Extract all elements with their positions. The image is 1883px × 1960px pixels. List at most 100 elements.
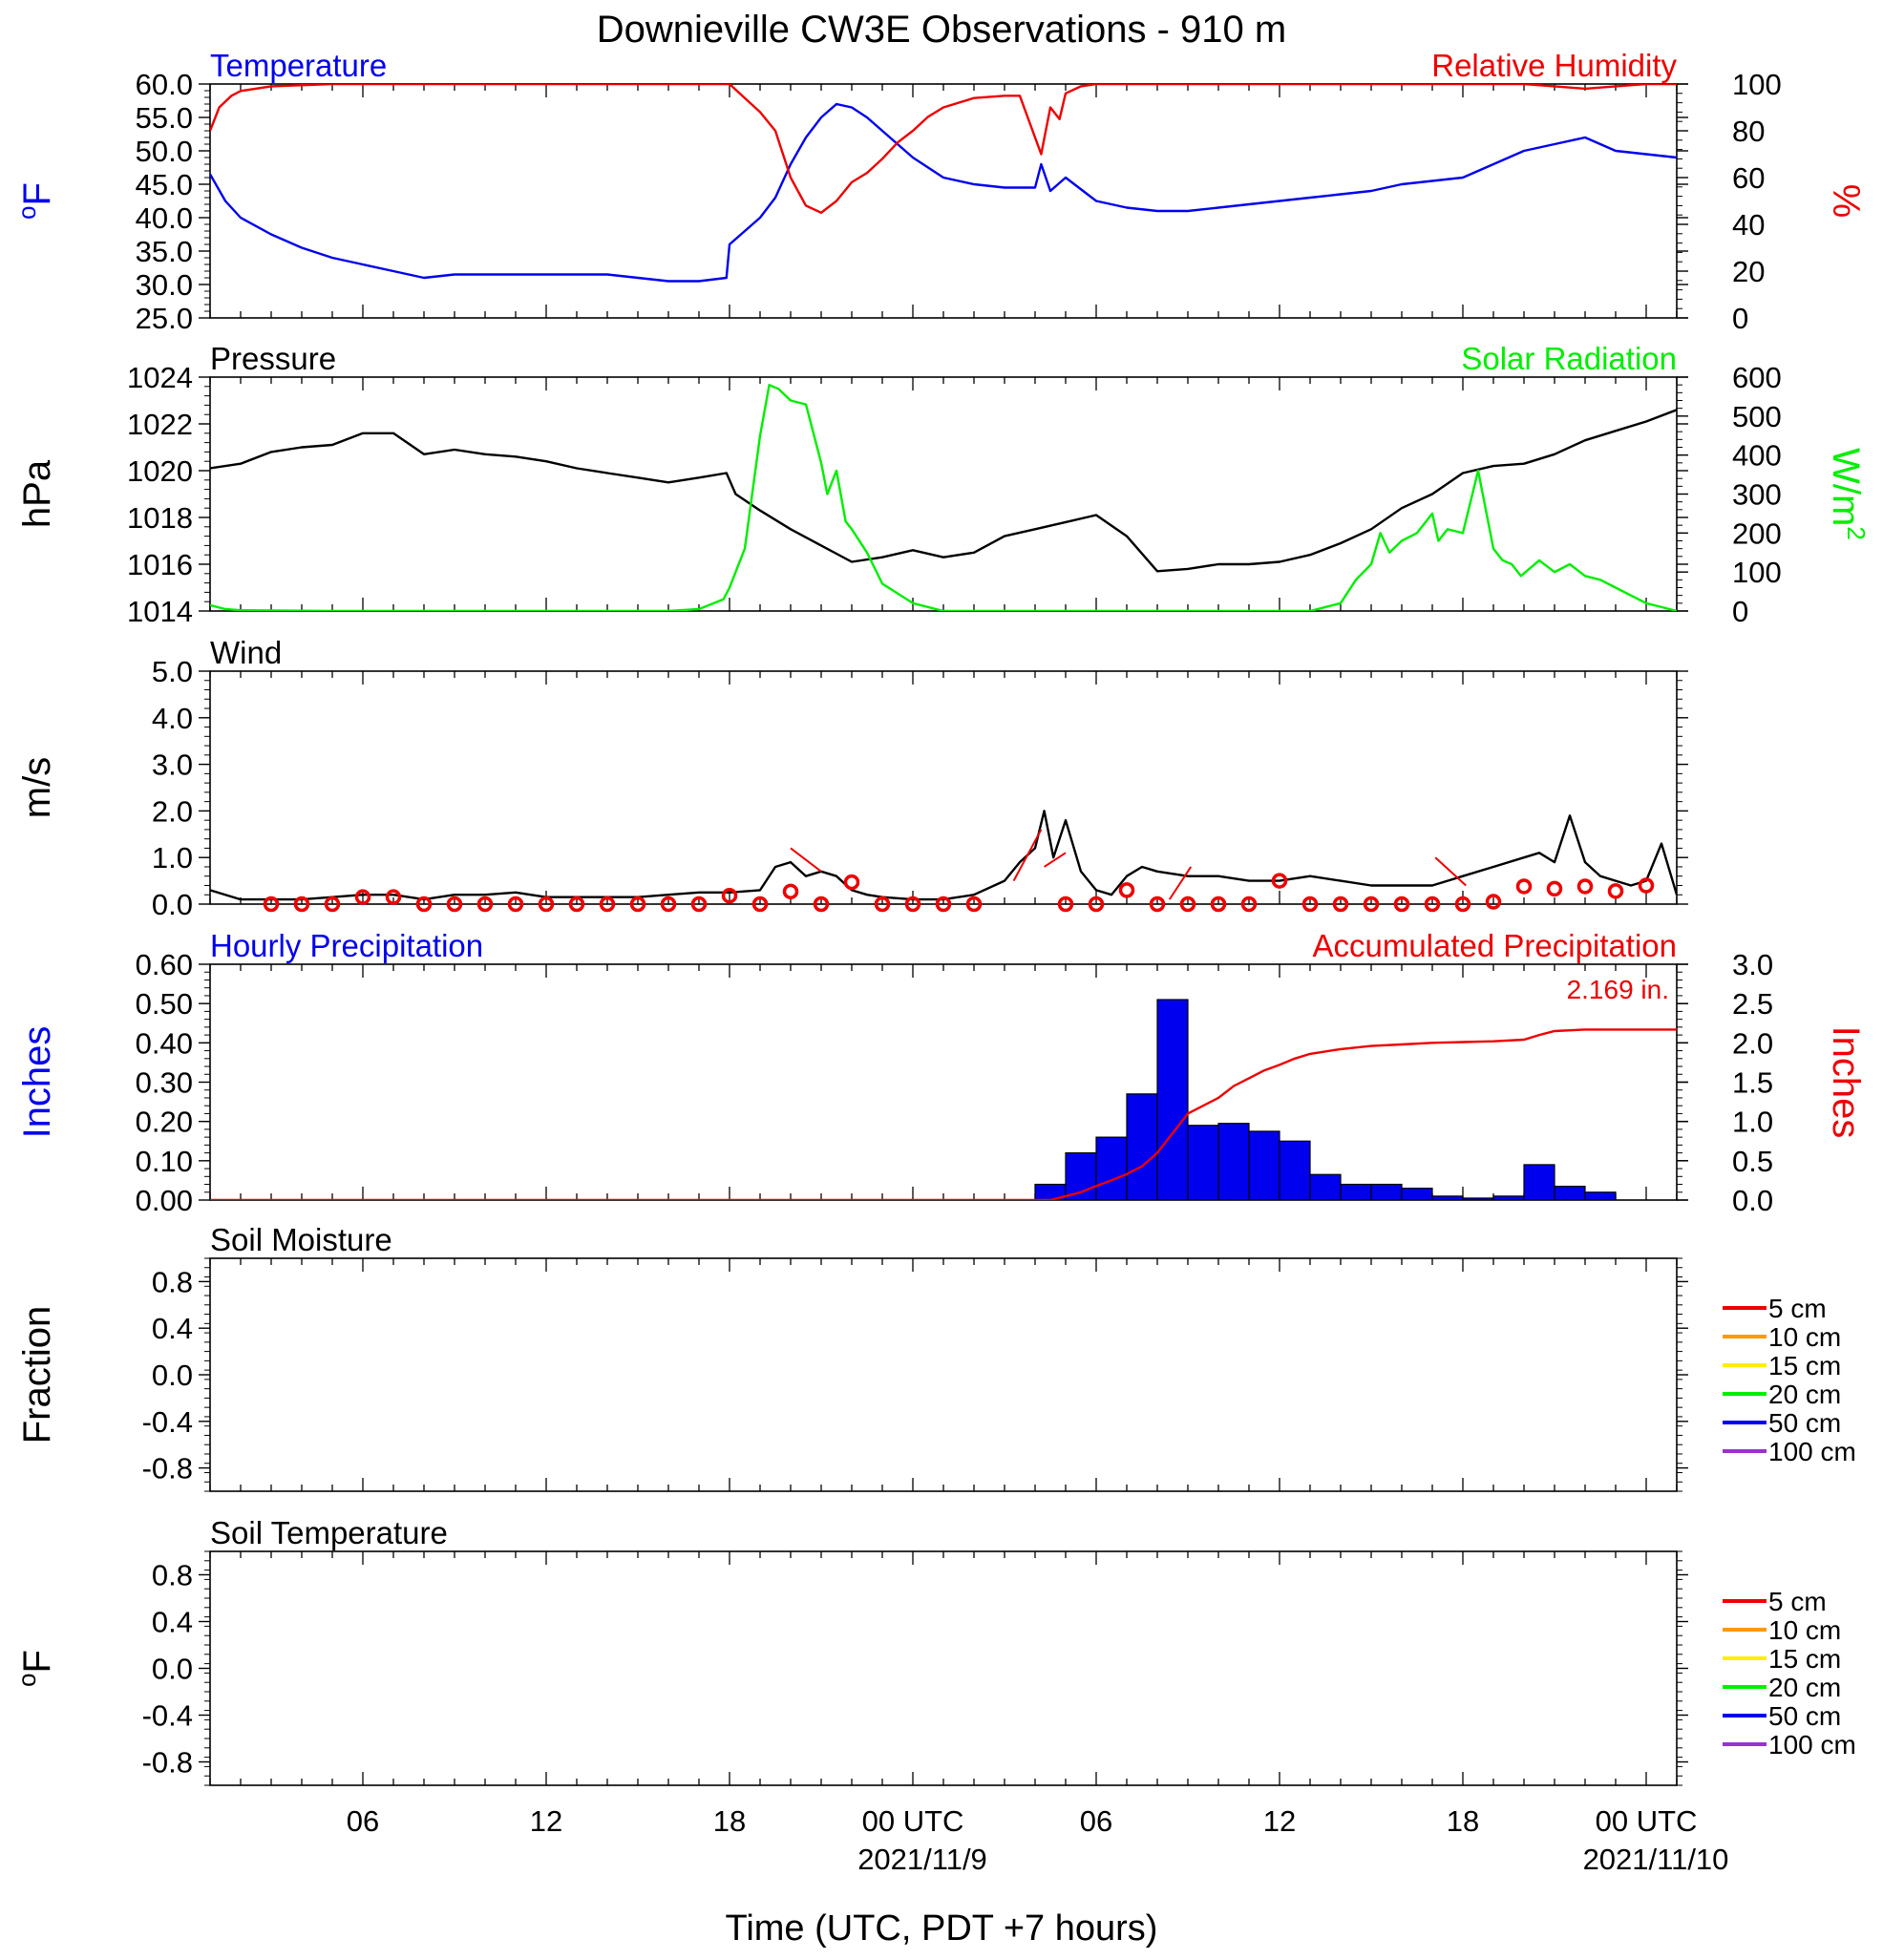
hourly-wind-marker (1485, 894, 1502, 910)
figure-title: Downieville CW3E Observations - 910 m (597, 9, 1286, 51)
y-tick-label-left: 0.30 (136, 1066, 193, 1100)
x-tick-label: 00 UTC (1596, 1804, 1698, 1838)
precip-bar (1217, 1123, 1250, 1200)
y-tick-label-left: 1016 (127, 548, 193, 581)
precip-bar (1309, 1173, 1342, 1200)
hourly-wind-marker (813, 896, 830, 913)
x-tick-label: 18 (1447, 1804, 1479, 1838)
hourly-wind-marker (476, 896, 494, 913)
y-tick-label-right: 100 (1732, 68, 1782, 101)
hourly-wind-marker (1179, 896, 1196, 913)
legend-label: 15 cm (1768, 1644, 1841, 1674)
y-tick-label-left: 0.40 (136, 1026, 193, 1060)
precip-bar (1492, 1195, 1525, 1200)
y-tick-label-left: 35.0 (136, 235, 193, 268)
y-tick-label-right: 2.5 (1732, 987, 1773, 1021)
y-tick-label-left: 1018 (127, 501, 193, 535)
x-tick-date-label: 2021/11/10 (1583, 1843, 1729, 1876)
y-axis-label-left: hPa (16, 459, 58, 528)
precip-bar (1248, 1130, 1280, 1200)
hourly-wind-marker (538, 896, 555, 913)
panel-data (210, 84, 1677, 283)
x-axis-tick-labels: 06 12 18 00 UTC 2021/11/9 06 12 18 00 UTC 2021/11… (347, 1804, 1729, 1876)
legend-label: 20 cm (1768, 1380, 1841, 1409)
y-tick-label-left: 50.0 (136, 135, 193, 168)
hourly-wind-marker (1118, 882, 1135, 898)
hourly-wind-marker (1638, 877, 1655, 894)
y-axis-label-left: Fraction (16, 1306, 58, 1444)
hourly-wind-marker (721, 887, 738, 904)
y-tick-label-right: 1.5 (1732, 1066, 1773, 1100)
hourly-wind-marker (1149, 896, 1166, 913)
y-tick-label-right: 0 (1732, 302, 1748, 335)
panel-pressure-solar: 1024 1022 1020 1018 1016 1014 600 500 400 300 200 1… (16, 341, 1871, 628)
y-tick-label-left: 3.0 (152, 748, 193, 782)
hourly-wind-marker (446, 896, 463, 913)
hourly-wind-marker (1393, 896, 1410, 913)
hourly-wind-marker (1210, 896, 1227, 913)
hourly-wind-marker (965, 896, 983, 913)
y-tick-label-left: 1024 (127, 361, 193, 394)
wind-direction-barb (1044, 852, 1067, 868)
y-tick-label-left: 0.60 (136, 948, 193, 981)
y-axis-label-left: Inches (16, 1026, 58, 1139)
panel-title-left: Pressure (210, 341, 336, 376)
hourly-wind-marker (1271, 873, 1288, 889)
y-tick-label-left: -0.4 (142, 1405, 193, 1439)
y-axis-label-left: oF (12, 182, 58, 220)
panel-title-left: Soil Moisture (210, 1222, 392, 1257)
precip-bar (1523, 1164, 1555, 1200)
x-tick-label: 06 (347, 1804, 379, 1838)
x-axis-label: Time (UTC, PDT +7 hours) (726, 1908, 1158, 1949)
panels: 60.055.050.045.040.035.030.025.0 100 80 60 4… (12, 48, 1871, 1786)
wind-direction-barb (790, 847, 822, 873)
y-axis-label-left: oF (12, 1650, 58, 1687)
hourly-wind-marker (385, 889, 402, 905)
y-tick-label-left: 0.0 (152, 1653, 193, 1686)
y-tick-label-left: 0.0 (152, 1359, 193, 1392)
y-tick-label-left: 0.8 (152, 1265, 193, 1298)
hourly-wind-marker (354, 889, 371, 905)
y-tick-label-left: 0.0 (152, 888, 193, 921)
hourly-wind-marker (415, 896, 433, 913)
y-axis-label-right: % (1825, 184, 1867, 219)
hourly-wind-marker (1576, 878, 1594, 895)
hourly-wind-marker (935, 896, 952, 913)
legend-label: 50 cm (1768, 1701, 1841, 1731)
panel-wind: 5.0 4.0 3.0 2.0 1.0 0.0 Wind m/s (16, 635, 1688, 921)
y-tick-label-left: 30.0 (136, 268, 193, 302)
series-line-pressure (210, 409, 1677, 573)
series-line-solar-radiation (210, 384, 1677, 611)
hourly-wind-marker (629, 896, 646, 913)
x-tick-label: 00 UTC (862, 1804, 964, 1838)
panel-title-right: Relative Humidity (1431, 48, 1677, 83)
y-axis-label-right: Inches (1825, 1026, 1867, 1139)
y-tick-label-left: 1014 (127, 595, 193, 628)
hourly-wind-marker (1424, 896, 1441, 913)
hourly-wind-marker (1088, 896, 1105, 913)
precip-bar (1340, 1183, 1372, 1200)
hourly-wind-marker (1332, 896, 1349, 913)
precip-bar (1095, 1136, 1128, 1200)
hourly-wind-marker (293, 896, 310, 913)
precip-bar (1187, 1125, 1219, 1200)
y-tick-label-right: 600 (1732, 361, 1782, 394)
panel-precipitation: 0.60 0.50 0.40 0.30 0.20 0.10 0.00 3.0 2.5 2.0 1.5… (16, 928, 1867, 1217)
y-tick-label-left: 1022 (127, 408, 193, 441)
hourly-wind-marker (1515, 878, 1533, 895)
y-tick-label-left: 1020 (127, 454, 193, 488)
series-line-temperature (210, 102, 1677, 283)
hourly-wind-marker (751, 896, 769, 913)
series-line-accumulated-precipitation (210, 1028, 1677, 1200)
hourly-wind-marker (690, 896, 708, 913)
panel-data (210, 999, 1677, 1200)
y-tick-label-right: 0 (1732, 595, 1748, 628)
precip-bar (1431, 1195, 1464, 1200)
y-tick-label-left: 0.00 (136, 1184, 193, 1217)
y-tick-label-left: 4.0 (152, 702, 193, 735)
precip-bar (1279, 1140, 1311, 1200)
y-tick-label-left: 40.0 (136, 201, 193, 235)
